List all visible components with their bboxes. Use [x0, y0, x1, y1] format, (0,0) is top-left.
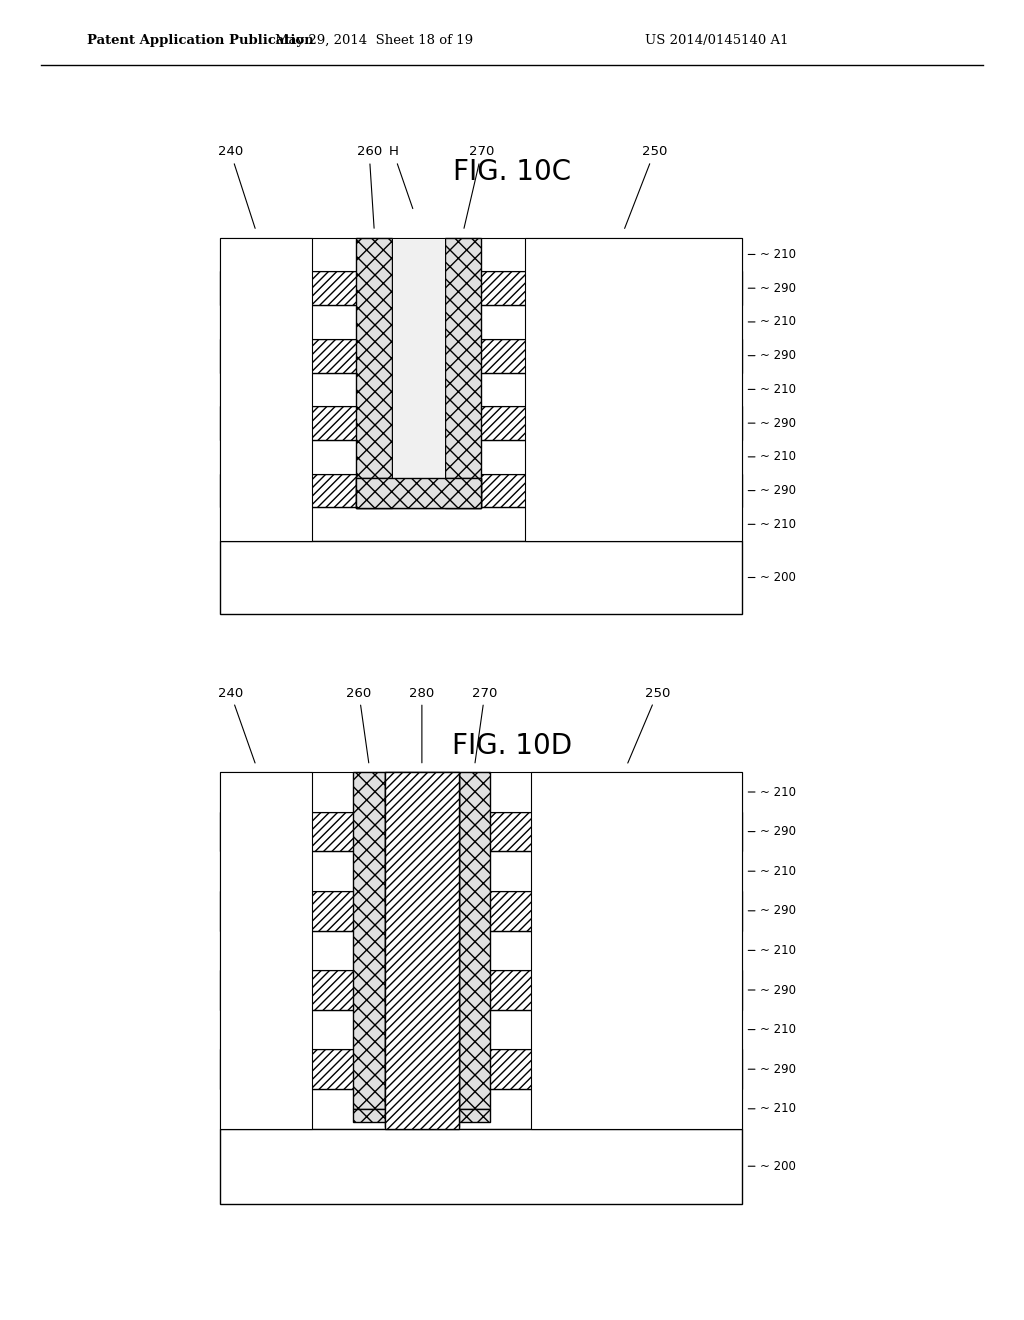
Text: 250: 250 [625, 145, 667, 228]
Text: ~ 290: ~ 290 [760, 904, 796, 917]
Bar [220, 1049, 742, 1089]
Text: ~ 290: ~ 290 [760, 484, 796, 498]
Text: ~ 210: ~ 210 [760, 315, 796, 329]
Bar [220, 238, 312, 541]
Bar [531, 772, 742, 1129]
Bar [220, 970, 742, 1010]
Text: May 29, 2014  Sheet 18 of 19: May 29, 2014 Sheet 18 of 19 [274, 34, 473, 48]
Bar [385, 772, 459, 1129]
Bar [220, 851, 742, 891]
Text: ~ 210: ~ 210 [760, 1023, 796, 1036]
Bar [392, 238, 445, 478]
Text: ~ 290: ~ 290 [760, 825, 796, 838]
Text: ~ 290: ~ 290 [760, 417, 796, 429]
Text: ~ 200: ~ 200 [760, 1160, 796, 1172]
Text: ~ 210: ~ 210 [760, 1102, 796, 1115]
Bar [385, 772, 459, 1127]
Text: ~ 210: ~ 210 [760, 944, 796, 957]
Bar [459, 772, 490, 1109]
Text: FIG. 10C: FIG. 10C [453, 157, 571, 186]
Text: ~ 210: ~ 210 [760, 248, 796, 261]
Text: 260: 260 [356, 145, 382, 228]
Bar [220, 772, 742, 812]
Bar [220, 1010, 742, 1049]
Bar [353, 772, 385, 1109]
Bar [220, 238, 742, 272]
Bar [220, 372, 742, 407]
Text: ~ 290: ~ 290 [760, 983, 796, 997]
Bar [220, 772, 312, 1129]
Text: 260: 260 [346, 686, 372, 763]
Bar [220, 440, 742, 474]
Bar [220, 891, 742, 931]
Text: ~ 200: ~ 200 [760, 572, 796, 583]
Text: ~ 290: ~ 290 [760, 1063, 796, 1076]
Text: H: H [388, 145, 413, 209]
Bar [356, 238, 392, 508]
Text: 270: 270 [464, 145, 495, 228]
Bar [220, 305, 742, 339]
Bar [220, 1089, 742, 1129]
Bar [220, 812, 742, 851]
Text: US 2014/0145140 A1: US 2014/0145140 A1 [645, 34, 788, 48]
Bar [220, 339, 742, 372]
Text: 280: 280 [410, 686, 434, 763]
Text: 240: 240 [218, 145, 255, 228]
Bar [220, 541, 742, 614]
Text: FIG. 10D: FIG. 10D [452, 731, 572, 760]
Bar [220, 272, 742, 305]
Text: 240: 240 [218, 686, 255, 763]
Bar [220, 407, 742, 440]
Bar [220, 507, 742, 541]
Bar [353, 1109, 490, 1122]
Text: 270: 270 [472, 686, 498, 763]
Text: ~ 210: ~ 210 [760, 383, 796, 396]
Text: ~ 210: ~ 210 [760, 785, 796, 799]
Text: ~ 290: ~ 290 [760, 281, 796, 294]
Text: Patent Application Publication: Patent Application Publication [87, 34, 313, 48]
Bar [220, 474, 742, 507]
Text: ~ 210: ~ 210 [760, 865, 796, 878]
Text: ~ 210: ~ 210 [760, 450, 796, 463]
Bar [356, 478, 481, 508]
Text: ~ 210: ~ 210 [760, 517, 796, 531]
Text: ~ 290: ~ 290 [760, 350, 796, 362]
Text: 250: 250 [628, 686, 670, 763]
Bar [220, 1129, 742, 1204]
Bar [356, 478, 481, 508]
Bar [220, 931, 742, 970]
Bar [445, 238, 481, 508]
Bar [525, 238, 742, 541]
